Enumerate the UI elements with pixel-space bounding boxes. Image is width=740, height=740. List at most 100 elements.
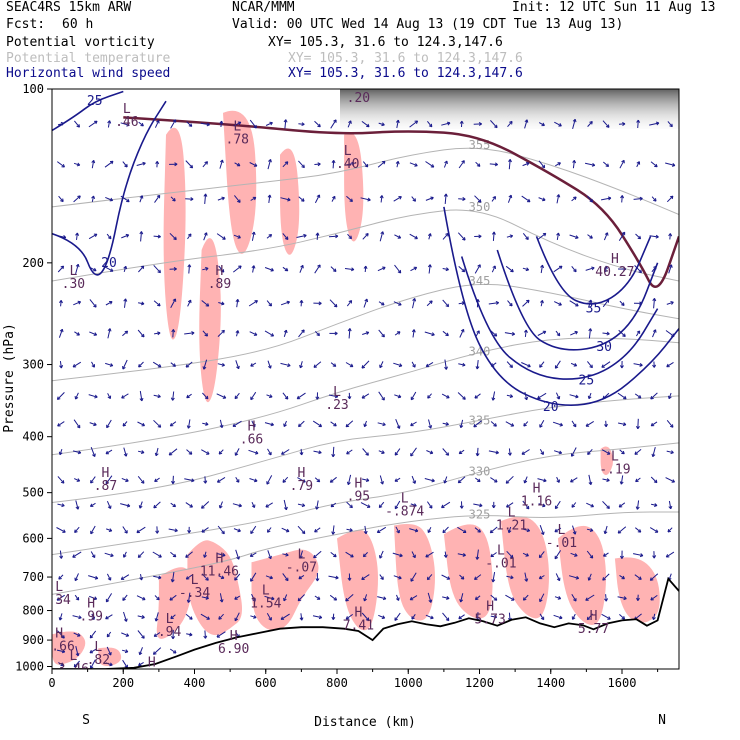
wind-vector-head: [394, 478, 398, 482]
wind-vector: [556, 194, 560, 204]
wind-vector: [185, 160, 193, 169]
extremum-value: 6.90: [218, 642, 249, 657]
wind-vector: [297, 525, 306, 534]
wind-vector-head: [235, 330, 240, 334]
wind-vector: [668, 392, 672, 399]
wind-vector-head: [173, 236, 177, 241]
wind-vector: [217, 197, 225, 201]
wind-vector: [138, 361, 144, 368]
wind-vector-head: [72, 554, 76, 558]
wind-vector-head: [123, 453, 128, 457]
wind-vector: [268, 194, 271, 203]
wind-vector: [441, 574, 450, 580]
wind-vector: [428, 419, 432, 429]
wind-vector-head: [474, 395, 478, 399]
wind-vector-head: [412, 364, 416, 368]
wind-vector: [233, 528, 241, 532]
wind-vector-head: [283, 119, 288, 123]
wind-vector-head: [316, 478, 321, 483]
wind-vector-head: [671, 479, 676, 483]
wind-vector: [636, 161, 640, 168]
wind-vector: [124, 298, 127, 308]
wind-vector-head: [621, 575, 625, 580]
wind-vector: [587, 195, 593, 203]
wind-vector: [216, 631, 226, 638]
wind-vector: [458, 614, 465, 620]
wind-vector: [153, 501, 161, 509]
theta-contour-340: [52, 337, 679, 456]
wind-vector-head: [333, 553, 337, 558]
wind-vector: [617, 526, 627, 534]
wind-vector: [168, 528, 178, 532]
wind-vector: [442, 596, 450, 599]
wind-vector: [57, 122, 64, 126]
extremum-value: .30: [62, 277, 85, 292]
wind-vector: [539, 593, 545, 602]
wind-vector-head: [77, 195, 81, 199]
wind-vector: [553, 265, 563, 273]
wind-vector-head: [142, 596, 146, 601]
wind-vector: [569, 394, 579, 398]
wind-vector: [107, 393, 111, 399]
wind-vector-head: [506, 504, 510, 508]
wind-vector: [300, 613, 303, 621]
wind-vector: [153, 575, 162, 579]
wind-vector-head: [90, 479, 94, 484]
wind-vector: [650, 421, 658, 427]
wind-vector-head: [380, 481, 384, 485]
wind-vector-head: [191, 331, 195, 336]
wind-vector-head: [234, 452, 239, 456]
wind-vector-head: [91, 159, 96, 164]
wind-vector: [120, 503, 131, 507]
wind-vector-head: [509, 364, 513, 368]
wind-vector-head: [396, 331, 401, 335]
wind-vector-head: [573, 268, 577, 273]
wind-vector: [249, 162, 258, 167]
wind-vector: [298, 329, 305, 338]
extremum-type: H: [148, 656, 156, 671]
x-tick-label: 0: [48, 676, 55, 690]
wind-vector-head: [475, 556, 480, 560]
wind-vector: [588, 328, 591, 339]
wind-vector-head: [667, 528, 672, 533]
wind-vector-head: [572, 531, 577, 535]
wind-vector: [104, 552, 114, 557]
wind-vector-head: [61, 503, 65, 508]
wind-vector-head: [589, 528, 594, 532]
field-xy-pv: XY= 105.3, 31.6 to 124.3,147.6: [268, 35, 503, 50]
x-tick-label: 1600: [608, 676, 637, 690]
wind-vector-head: [575, 235, 579, 239]
wind-vector: [264, 422, 274, 426]
wind-vector-head: [296, 395, 301, 400]
wind-vector: [170, 196, 176, 202]
wind-vector-head: [333, 119, 337, 123]
wind-contour-label: 25: [579, 374, 595, 389]
wind-vector: [170, 502, 176, 508]
wind-vector: [299, 265, 304, 273]
wind-vector: [380, 195, 383, 203]
wind-vector: [537, 330, 547, 336]
theta-contour-label: 345: [469, 274, 491, 288]
wind-vector-head: [477, 264, 481, 268]
wind-vector-head: [590, 503, 595, 508]
wind-vector: [314, 330, 320, 336]
wind-vector: [184, 332, 195, 335]
extremum-value: .40: [336, 157, 359, 172]
wind-vector-head: [154, 478, 158, 482]
wind-vector-head: [395, 597, 400, 601]
wind-vector: [426, 450, 434, 454]
wind-vector-head: [542, 197, 546, 202]
wind-vector-head: [92, 453, 96, 457]
wind-vector-head: [105, 450, 109, 455]
wind-vector-head: [280, 616, 285, 620]
wind-vector: [266, 300, 272, 307]
wind-vector: [171, 572, 175, 583]
wind-vector: [653, 298, 655, 309]
wind-vector-head: [589, 198, 593, 203]
wind-vector-head: [77, 300, 82, 305]
wind-vector-head: [202, 366, 207, 370]
wind-vector-head: [588, 299, 593, 304]
wind-vector-head: [639, 196, 643, 201]
wind-vector-head: [139, 231, 144, 235]
wind-vector: [75, 392, 79, 400]
